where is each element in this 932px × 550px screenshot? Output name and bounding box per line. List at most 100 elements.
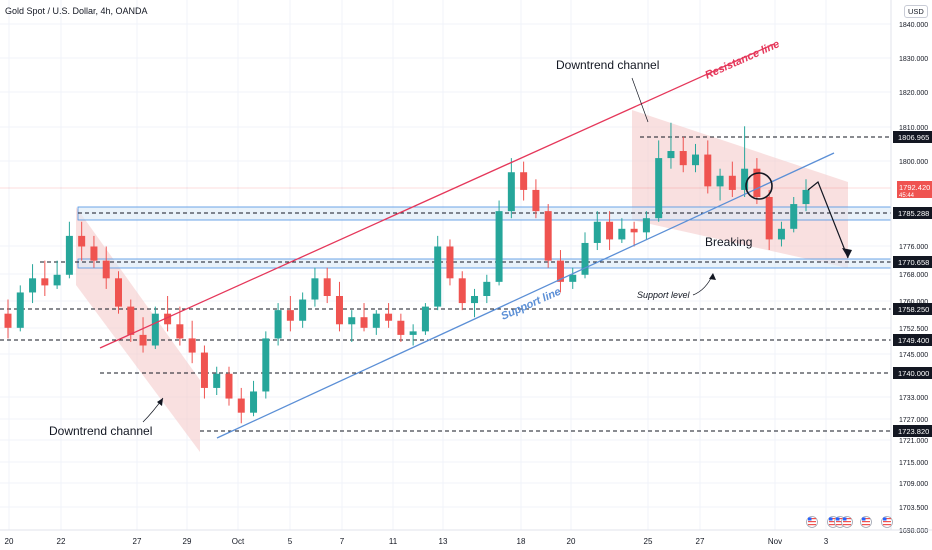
time-tick-label: 5: [288, 537, 293, 546]
candle-body: [618, 228, 626, 240]
candle: [753, 158, 761, 205]
candle-body: [495, 211, 503, 282]
candle-body: [741, 168, 749, 190]
candle: [655, 140, 663, 222]
time-tick-label: Nov: [768, 537, 782, 546]
price-tick-label: 1745.000: [899, 352, 928, 359]
candle-body: [151, 313, 159, 346]
time-tick-label: 22: [57, 537, 66, 546]
candle-body: [29, 278, 37, 293]
projection-path: [807, 181, 849, 259]
candle: [397, 313, 405, 342]
candle: [323, 267, 331, 304]
candle-body: [53, 274, 61, 286]
time-tick-label: 29: [183, 537, 192, 546]
candle: [618, 218, 626, 243]
us-flag-icon[interactable]: [860, 516, 872, 528]
price-tick-label: 1810.000: [899, 125, 928, 132]
candle-body: [78, 235, 86, 247]
candle: [581, 232, 589, 279]
current-price-countdown: 45:44: [899, 193, 915, 199]
time-tick-label: 13: [439, 537, 448, 546]
support-level-label: Support level: [637, 290, 691, 300]
level-price-badge: [893, 367, 932, 379]
candle-body: [458, 278, 466, 304]
level-price-label: 1758.250: [898, 305, 929, 314]
time-tick-label: 18: [517, 537, 526, 546]
candle-body: [225, 373, 233, 399]
candle: [225, 366, 233, 406]
candle: [741, 126, 749, 197]
candle: [360, 303, 368, 332]
candle: [495, 200, 503, 286]
candle: [286, 295, 294, 332]
candle-body: [471, 295, 479, 304]
candle: [114, 271, 122, 314]
candle-body: [323, 278, 331, 296]
currency-badge[interactable]: USD: [904, 5, 928, 18]
candle-body: [446, 246, 454, 279]
candle-body: [262, 338, 270, 392]
price-tick-label: 1776.000: [899, 244, 928, 251]
level-price-label: 1740.000: [898, 369, 929, 378]
candle: [556, 250, 564, 293]
candle-body: [311, 278, 319, 300]
candle: [41, 260, 49, 296]
candle-body: [348, 317, 356, 325]
candle-body: [409, 331, 417, 335]
price-tick-label: 1752.500: [899, 326, 928, 333]
candle: [151, 306, 159, 350]
us-flag-icon[interactable]: [841, 516, 853, 528]
candle: [507, 158, 515, 219]
candle-body: [250, 391, 258, 413]
price-axis[interactable]: 1840.000 1830.000 1820.000 1810.000 1800.000…: [890, 0, 932, 550]
candle: [483, 274, 491, 304]
candle: [728, 161, 736, 197]
candle: [299, 292, 307, 328]
candle: [667, 122, 675, 169]
symbol-title: Gold Spot / U.S. Dollar, 4h, OANDA: [5, 6, 148, 16]
us-flag-icon[interactable]: [881, 516, 893, 528]
candle-body: [139, 334, 147, 346]
candle-body: [127, 306, 135, 335]
candle: [237, 387, 245, 424]
annotation-arrowhead-support: [709, 273, 716, 280]
time-axis[interactable]: 20 22 27 29 Oct 5 7 11 13 18 20 25 27 Nov 3: [0, 529, 932, 546]
price-tick-label: 1760.000: [899, 299, 928, 306]
candle: [471, 288, 479, 318]
candle: [335, 281, 343, 332]
candle: [520, 161, 528, 201]
price-tick-label: 1709.000: [899, 481, 928, 488]
us-flag-icon[interactable]: [806, 516, 818, 528]
candle-body: [90, 246, 98, 261]
candle-body: [16, 292, 24, 328]
candle-body: [569, 274, 577, 282]
candle-body: [200, 352, 208, 388]
price-tick-label: 1703.500: [899, 505, 928, 512]
horizontal-grid: [0, 23, 891, 531]
candle-body: [114, 278, 122, 307]
price-tick-label: 1820.000: [899, 90, 928, 97]
price-tick-label: 1768.000: [899, 272, 928, 279]
candle: [544, 204, 552, 268]
candle-body: [765, 196, 773, 240]
candle: [765, 189, 773, 251]
candle-body: [274, 310, 282, 339]
candle-body: [41, 278, 49, 286]
candle: [53, 260, 61, 289]
candle-body: [483, 281, 491, 296]
candle-body: [434, 246, 442, 307]
level-price-label: 1806.965: [898, 133, 929, 142]
annotation-arrowhead-bottom: [157, 398, 163, 406]
candle-body: [802, 189, 810, 205]
candle: [606, 211, 614, 251]
candle: [434, 235, 442, 311]
downtrend-label-bottom: Downtrend channel: [49, 424, 152, 438]
economic-event-flags[interactable]: [806, 516, 893, 528]
candle-body: [397, 320, 405, 335]
candle: [29, 264, 37, 304]
annotation-arrow-top: [631, 77, 649, 123]
candle-body: [593, 221, 601, 243]
candle-body: [655, 158, 663, 219]
price-tick-label: 1800.000: [899, 159, 928, 166]
